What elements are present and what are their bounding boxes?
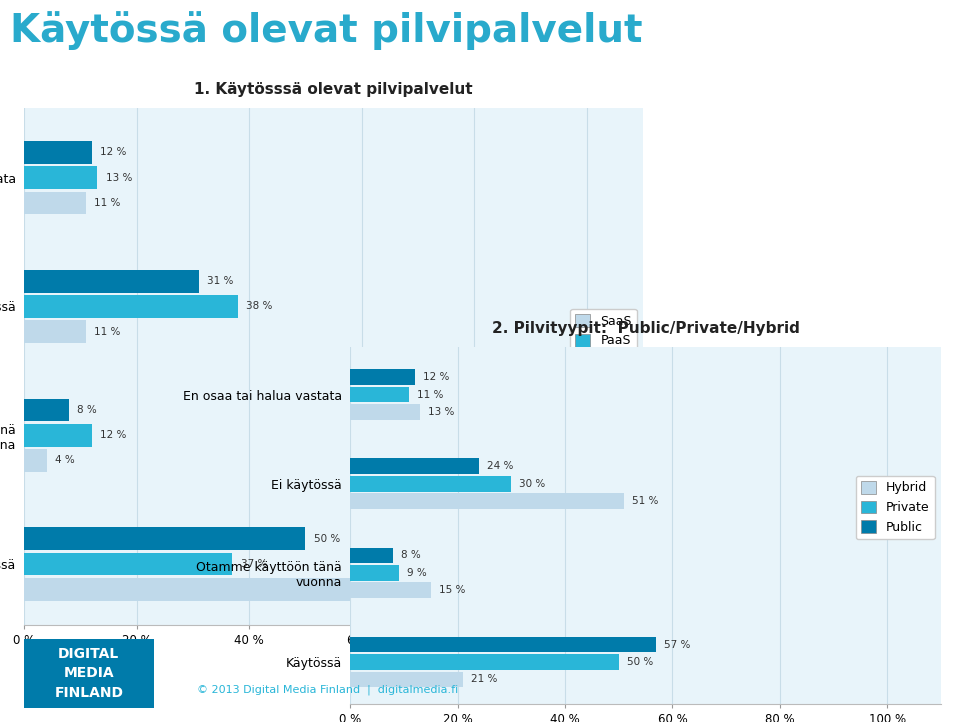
Bar xyxy=(24,527,305,550)
Text: 9 %: 9 % xyxy=(407,568,426,578)
Text: 11 %: 11 % xyxy=(418,390,444,399)
Bar xyxy=(24,399,69,422)
Bar xyxy=(350,404,420,420)
Bar xyxy=(24,321,86,343)
Text: 13 %: 13 % xyxy=(428,407,455,417)
Bar xyxy=(350,565,398,580)
Text: 75 %: 75 % xyxy=(455,584,481,594)
Bar xyxy=(24,449,46,471)
Text: Käytössä olevat pilvipalvelut: Käytössä olevat pilvipalvelut xyxy=(10,11,642,50)
Bar xyxy=(350,476,512,492)
Text: 57 %: 57 % xyxy=(664,640,691,650)
Bar xyxy=(350,387,409,402)
Bar xyxy=(350,458,479,474)
Bar xyxy=(24,166,97,189)
Legend: SaaS, PaaS, IaaS: SaaS, PaaS, IaaS xyxy=(570,309,636,373)
Bar xyxy=(350,654,619,670)
Text: 13 %: 13 % xyxy=(106,173,132,183)
Text: 21 %: 21 % xyxy=(471,674,497,684)
Text: 11 %: 11 % xyxy=(94,327,121,336)
Bar xyxy=(24,191,86,214)
Text: 12 %: 12 % xyxy=(422,372,449,382)
Text: 38 %: 38 % xyxy=(247,302,273,311)
Text: 8 %: 8 % xyxy=(401,550,421,560)
Bar xyxy=(24,552,232,575)
Bar xyxy=(24,578,446,601)
Text: © 2013 Digital Media Finland  |  digitalmedia.fi: © 2013 Digital Media Finland | digitalme… xyxy=(197,684,458,695)
Bar xyxy=(350,583,431,599)
Text: 50 %: 50 % xyxy=(314,534,340,544)
Text: 31 %: 31 % xyxy=(207,277,233,286)
Text: 30 %: 30 % xyxy=(519,479,545,489)
Bar xyxy=(24,270,199,292)
Text: DIGITAL
MEDIA
FINLAND: DIGITAL MEDIA FINLAND xyxy=(55,647,123,700)
Text: 37 %: 37 % xyxy=(241,559,267,569)
Title: 2. Pilvityypit:  Public/Private/Hybrid: 2. Pilvityypit: Public/Private/Hybrid xyxy=(492,321,800,336)
Text: 51 %: 51 % xyxy=(633,496,659,506)
Text: 50 %: 50 % xyxy=(627,657,653,667)
Bar xyxy=(350,493,624,509)
Title: 1. Käytösssä olevat pilvipalvelut: 1. Käytösssä olevat pilvipalvelut xyxy=(194,82,473,97)
Bar xyxy=(350,547,394,563)
Bar xyxy=(350,637,657,653)
Text: 12 %: 12 % xyxy=(100,430,127,440)
Bar xyxy=(24,424,91,447)
Text: 8 %: 8 % xyxy=(78,405,97,415)
Bar xyxy=(24,295,238,318)
Text: 24 %: 24 % xyxy=(488,461,514,471)
Bar xyxy=(24,141,91,164)
Legend: Hybrid, Private, Public: Hybrid, Private, Public xyxy=(856,476,934,539)
Bar xyxy=(350,369,415,385)
Bar xyxy=(350,671,463,687)
Text: 12 %: 12 % xyxy=(100,147,127,157)
Text: 11 %: 11 % xyxy=(94,198,121,208)
Text: 4 %: 4 % xyxy=(55,456,75,466)
Text: 15 %: 15 % xyxy=(439,586,466,596)
